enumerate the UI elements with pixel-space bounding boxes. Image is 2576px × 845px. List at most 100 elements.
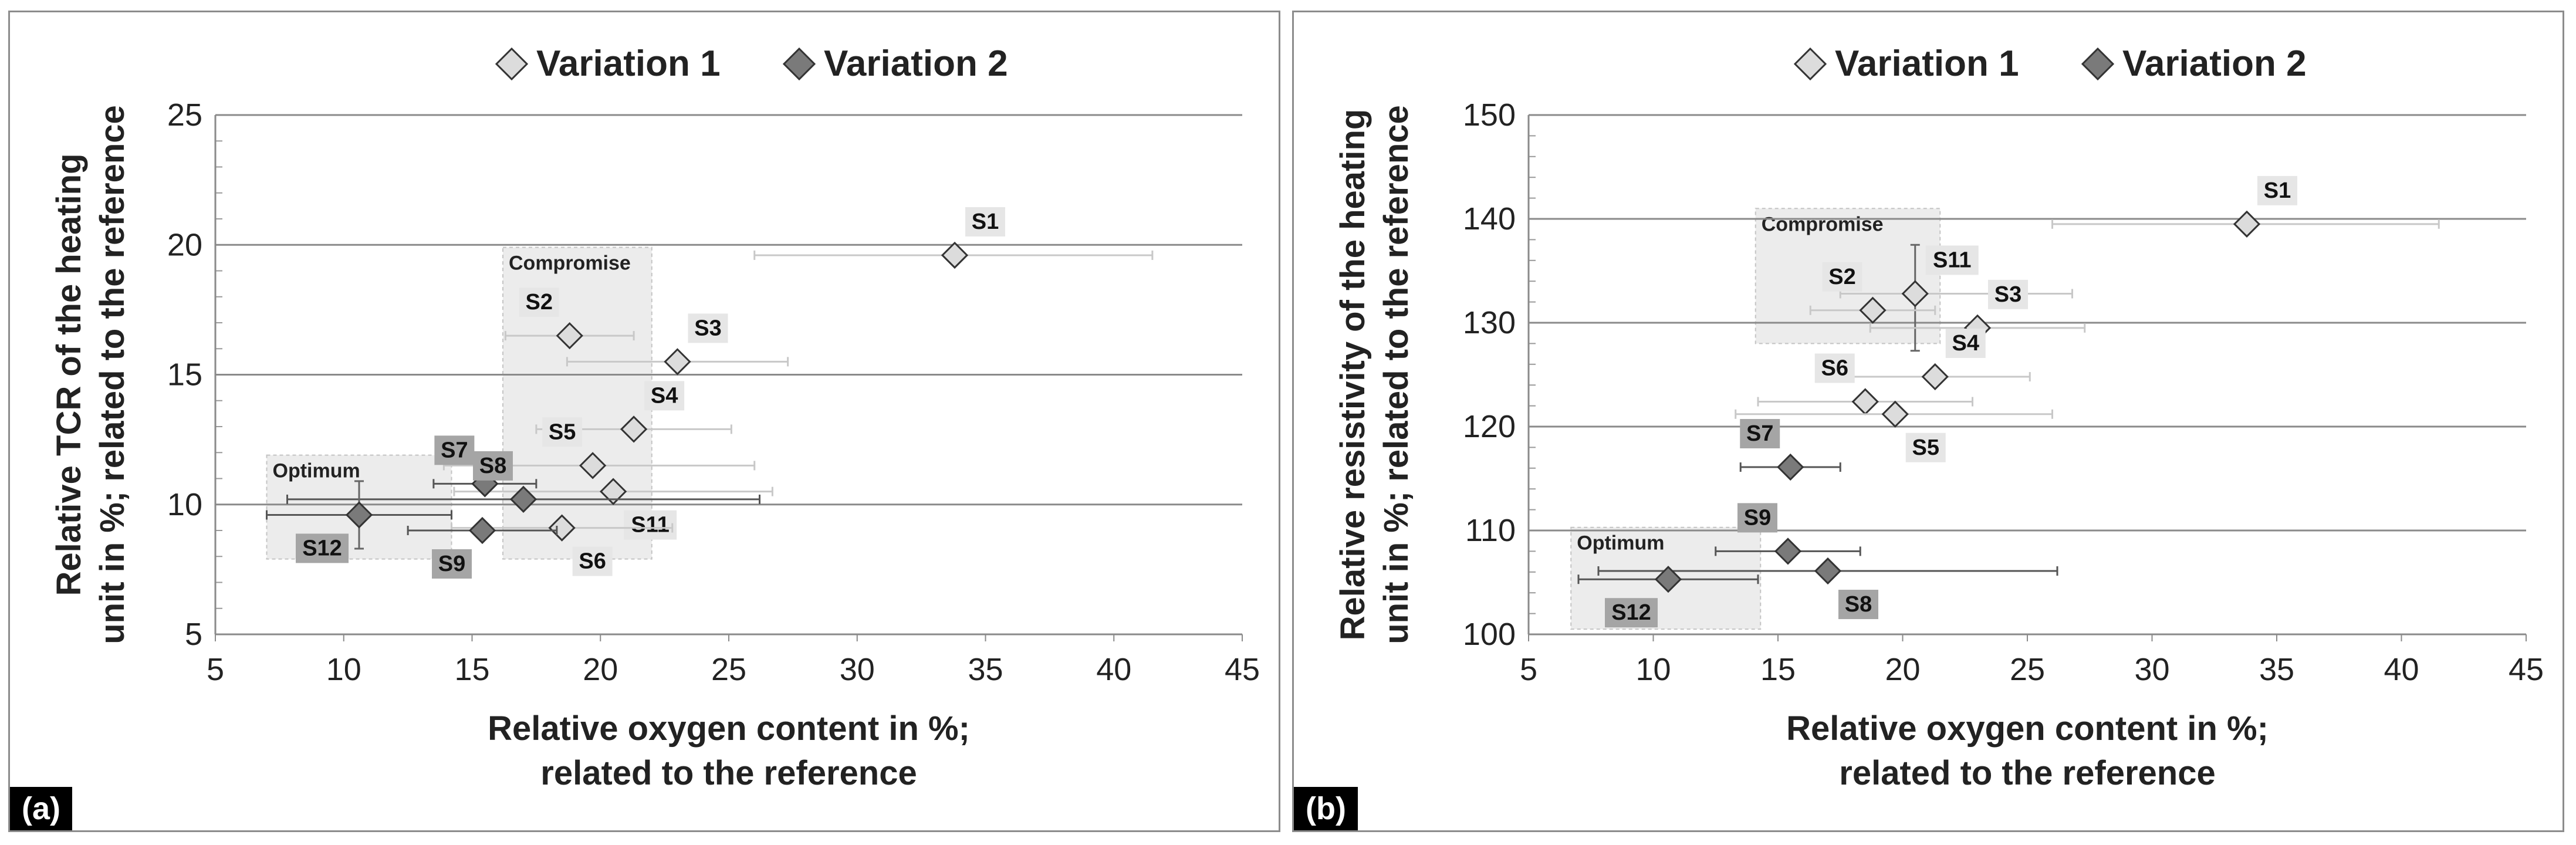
data-label-bg [434, 435, 475, 465]
data-point-s12 [345, 501, 373, 529]
x-tick-label: 25 [2010, 652, 2045, 687]
data-label-bg [296, 533, 349, 563]
data-label-bg [1814, 353, 1855, 383]
chart-panel-a: Compromise Optimum 5 10 15 20 25 5 10 15 20 25 30 35 4… [8, 11, 1280, 832]
data-label-bg [432, 549, 472, 579]
legend-marker-icon [2081, 47, 2115, 81]
x-tick-label: 25 [711, 652, 746, 687]
data-label: S9 [1744, 505, 1771, 530]
data-point-s2 [556, 322, 583, 350]
data-point-s12 [1654, 566, 1682, 593]
x-axis-title-line: Relative oxygen content in %; [488, 709, 970, 748]
data-point-s3 [664, 348, 691, 376]
x-tick-label: 30 [840, 652, 875, 687]
data-label-bg [1822, 262, 1862, 292]
data-point-s2 [1859, 296, 1887, 324]
y-tick-label: 100 [1463, 617, 1516, 652]
data-label-bg [473, 451, 513, 481]
data-point-s11 [1901, 280, 1929, 307]
x-tick-label: 45 [1225, 652, 1260, 687]
data-label: S11 [1933, 248, 1972, 272]
data-label: S8 [479, 454, 506, 478]
legend-label: Variation 1 [1835, 43, 2019, 84]
x-tick-label: 5 [1520, 652, 1537, 687]
data-label-bg [1925, 245, 1979, 275]
data-label-bg [644, 381, 685, 411]
data-label: S3 [694, 316, 721, 340]
y-axis-title: Relative TCR of the heating unit in %; re… [50, 105, 131, 644]
data-label-bg [1905, 432, 1946, 462]
data-label: S7 [441, 438, 468, 462]
data-label: S1 [972, 209, 999, 234]
data-point-s1 [941, 241, 969, 269]
y-tick-label: 130 [1463, 305, 1516, 340]
data-point-s8 [1814, 557, 1842, 585]
x-tick-label: 20 [1885, 652, 1920, 687]
x-tick-label: 35 [968, 652, 1003, 687]
data-label-bg [1605, 598, 1658, 628]
x-tick-label: 40 [1096, 652, 1131, 687]
data-label-bg [965, 207, 1005, 236]
y-tick-label: 110 [1465, 513, 1516, 548]
data-label: S6 [1821, 356, 1848, 381]
data-label-bg [519, 288, 559, 317]
x-axis-title: Relative oxygen content in %; related to … [488, 709, 970, 792]
data-label: S11 [631, 513, 670, 538]
y-tick-label: 5 [185, 617, 202, 652]
data-label-bg [688, 313, 728, 343]
data-label-bg [2257, 175, 2297, 205]
data-point-s11 [600, 478, 627, 505]
legend-marker-icon [782, 47, 816, 81]
data-point-s4 [620, 415, 648, 443]
region-label: Compromise [1762, 213, 1884, 235]
panel-label-b: (b) [1294, 787, 1358, 830]
y-tick-label: 15 [167, 357, 202, 393]
data-label: S12 [1611, 600, 1651, 625]
data-label-bg [572, 546, 613, 576]
y-axis-title: Relative resistivity of the heating unit … [1334, 105, 1415, 644]
data-point-s6 [1851, 388, 1879, 415]
y-axis-title-line: Relative resistivity of the heating [1334, 109, 1372, 641]
data-label-bg [1838, 590, 1878, 620]
y-tick-label: 140 [1463, 201, 1516, 236]
y-tick-label: 120 [1463, 409, 1516, 444]
x-axis-title-line: related to the reference [1839, 754, 2215, 792]
legend-marker-icon [495, 47, 529, 81]
data-label-bg [542, 417, 583, 447]
x-axis-title: Relative oxygen content in %; related to … [1786, 709, 2269, 792]
data-point-s6 [548, 514, 576, 542]
legend-label: Variation 1 [536, 43, 721, 84]
data-label: S1 [2264, 178, 2291, 203]
chart-a-svg: Compromise Optimum 5 10 15 20 25 5 10 15 20 25 30 35 4… [50, 43, 1260, 792]
x-tick-label: 15 [454, 652, 489, 687]
data-label: S4 [651, 383, 678, 408]
data-label: S2 [526, 290, 553, 315]
chart-panel-b: Compromise Optimum 100 110 120 130 140 150 5 10 15… [1292, 11, 2564, 832]
x-tick-label: 45 [2509, 652, 2544, 687]
x-tick-label: 30 [2134, 652, 2169, 687]
data-point-s9 [468, 516, 496, 545]
chart-b-svg: Compromise Optimum 100 110 120 130 140 150 5 10 15… [1334, 43, 2544, 792]
data-label: S8 [1845, 592, 1872, 617]
data-label-bg [624, 510, 677, 540]
x-axis-title-line: Relative oxygen content in %; [1786, 709, 2269, 748]
data-label: S12 [302, 536, 342, 560]
data-point-s5 [1881, 400, 1909, 428]
data-label: S9 [438, 552, 465, 576]
data-label: S6 [579, 549, 606, 574]
data-point-s1 [2233, 210, 2261, 238]
region-label: Compromise [509, 252, 631, 275]
data-label-bg [1988, 279, 2028, 309]
data-label: S7 [1746, 421, 1773, 446]
data-point-s4 [1921, 363, 1949, 391]
data-point-s5 [579, 452, 607, 479]
legend-marker-icon [1793, 47, 1827, 81]
x-tick-label: 5 [207, 652, 224, 687]
data-point-s8 [509, 485, 537, 513]
y-tick-label: 150 [1463, 97, 1516, 133]
data-label: S4 [1952, 331, 1979, 356]
data-label-bg [1945, 329, 1986, 359]
panel-label-a: (a) [10, 787, 72, 830]
x-tick-label: 10 [326, 652, 361, 687]
x-tick-label: 40 [2384, 652, 2419, 687]
